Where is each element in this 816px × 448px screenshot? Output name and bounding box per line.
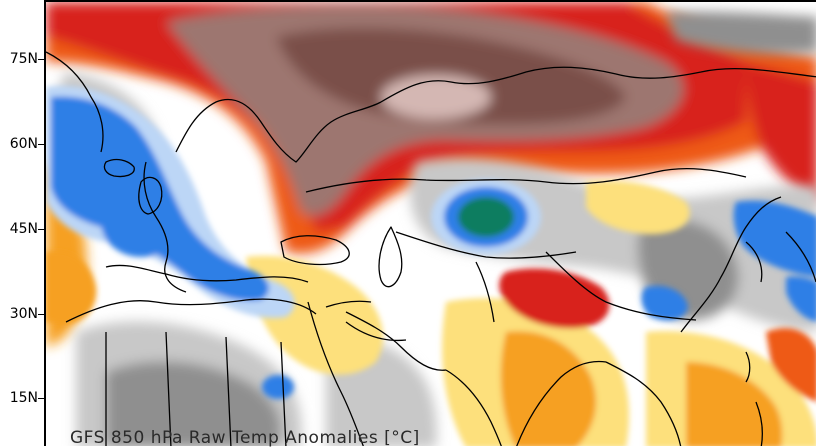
orange-india [500,331,596,446]
gray-arctic-ne [666,11,816,54]
coast-korea-japan [745,231,816,283]
orange-japan [766,328,816,402]
lat-label-15n: 15N [0,389,44,407]
coast-scandinavia [175,98,382,163]
cold-core-kazakhstan-teal [458,197,514,237]
coast-taiwan-phil [745,351,763,446]
coast-red-sea [307,301,364,446]
coast-india [445,360,607,446]
coast-se-asia [605,361,682,446]
blue-japan-sea [786,276,816,322]
coast-greenland [46,51,104,153]
coast-arabia [345,311,447,371]
lat-label-30n: 30N [0,305,44,323]
blue-korea [641,285,688,321]
coastlines [46,51,816,446]
border-russia-south [305,168,747,193]
anomaly-field [46,2,816,446]
map-caption: GFS 850 hPa Raw Temp Anomalies [°C] [70,428,420,448]
pale-warm-core [381,75,491,119]
coast-black-sea [280,235,350,266]
blue-east-asia [733,200,816,277]
coast-china-east [680,196,782,333]
lat-label-45n: 45N [0,220,44,238]
border-africa [105,331,287,446]
warm-east-pacific [746,62,816,201]
anomaly-map [44,0,816,446]
orange-se-asia [686,362,783,446]
lat-label-60n: 60N [0,135,44,153]
lat-label-75n: 75N [0,50,44,68]
border-middle-east [325,300,407,342]
blue-europe [101,187,181,257]
coast-europe-west [143,161,187,293]
coast-mediterranean [105,264,309,283]
blue-sahara-spot [262,375,294,399]
border-china [545,251,697,321]
coast-iceland [103,158,135,178]
orange-iberia [46,251,97,324]
coast-british-isles [138,176,163,215]
coast-arctic-russia [380,66,816,103]
red-tibet [499,268,610,329]
coast-north-africa [65,298,317,323]
yellow-mongolia [586,180,690,235]
gray-north-africa-dark [106,361,281,446]
coast-caspian [378,226,403,288]
